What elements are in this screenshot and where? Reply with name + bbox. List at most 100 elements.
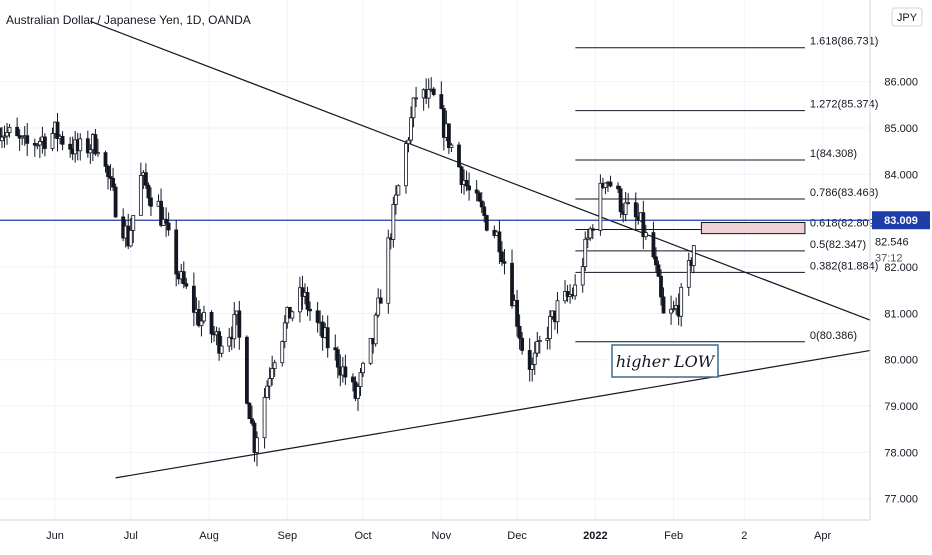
candle [517,314,522,350]
candle [20,135,25,146]
candle [32,138,37,157]
candle-body [333,347,338,351]
candle [497,220,502,264]
candle-body [520,337,525,351]
current-price-label: 83.009 [884,215,918,227]
candle-body [527,350,532,370]
candle-body [431,88,436,95]
candle-body [368,337,373,364]
candle-body [197,308,201,327]
candle [414,86,418,108]
fib-level-label: 1.272(85.374) [810,99,879,111]
candle-body [679,286,684,317]
candle [431,86,436,97]
candle [227,328,232,353]
candle-body [209,312,214,335]
candle-body [409,117,413,141]
candle-body [414,97,418,100]
candle-body [191,285,196,313]
candle [131,214,136,244]
candle-body [376,297,381,316]
candle [43,133,47,157]
candle-body [32,142,37,146]
candle-body [93,134,98,155]
candle [149,187,153,216]
y-tick-label: 79.000 [884,401,918,413]
currency-badge[interactable]: JPY [891,7,923,27]
candle [679,283,684,327]
candle-body [502,261,507,264]
candle-body [270,368,275,379]
candle-body [174,229,179,275]
candle-body [671,308,676,311]
candle [598,174,603,236]
candle-body [108,176,113,179]
candle-body [404,143,408,187]
x-tick-label: Dec [507,530,527,542]
candle [449,143,454,153]
candle-body [626,202,631,205]
candle [618,185,623,218]
candle-body [305,292,310,310]
candle-body [467,185,472,191]
candle-body [237,310,242,338]
candle [411,97,416,128]
candle-body [146,184,151,199]
candle-body [378,297,383,304]
y-tick-label: 81.000 [884,308,918,320]
candle-body [37,140,42,146]
candle [174,219,179,287]
resistance-zone [700,222,806,235]
candle-body [149,197,153,207]
candle [146,182,151,206]
candle [588,226,593,241]
candle [643,224,648,241]
candle [85,130,90,158]
x-tick-label: Sep [278,530,298,542]
candle-body [659,275,663,298]
candle [305,286,310,317]
candle-body [2,135,7,138]
candle-body [618,188,623,213]
x-tick-label: Feb [664,530,683,542]
candle [325,315,330,358]
candle [457,141,461,168]
candle-body [282,322,287,343]
candle [686,252,691,296]
candle-body [555,300,560,323]
candle-body [55,121,60,140]
candle [113,183,118,218]
candle [386,229,391,314]
candle [298,276,302,323]
candle [282,315,287,349]
candle [181,261,186,289]
candle [37,137,42,159]
candle-body [20,136,25,139]
candle [255,431,259,467]
candle [393,185,398,215]
candle [555,292,560,334]
candle [484,214,489,232]
candle-body [227,336,232,347]
candle-body [391,204,396,240]
candle-body [623,202,628,215]
candle-body [545,338,550,341]
candle-body [565,291,570,297]
candle-body [406,139,411,145]
candle [60,131,65,151]
candle-body [603,182,608,188]
candle-body [497,231,502,253]
candle [361,361,365,377]
currency-badge-label: JPY [897,12,918,24]
fib-level-label: 0.5(82.347) [810,239,866,251]
annotation-box [611,344,719,378]
candle [219,336,224,358]
candle-body [479,200,484,208]
candle [378,289,383,304]
candle-body [643,232,648,238]
candle [232,302,237,349]
candle [333,334,338,361]
candle [50,127,55,152]
candle-body [588,228,593,239]
